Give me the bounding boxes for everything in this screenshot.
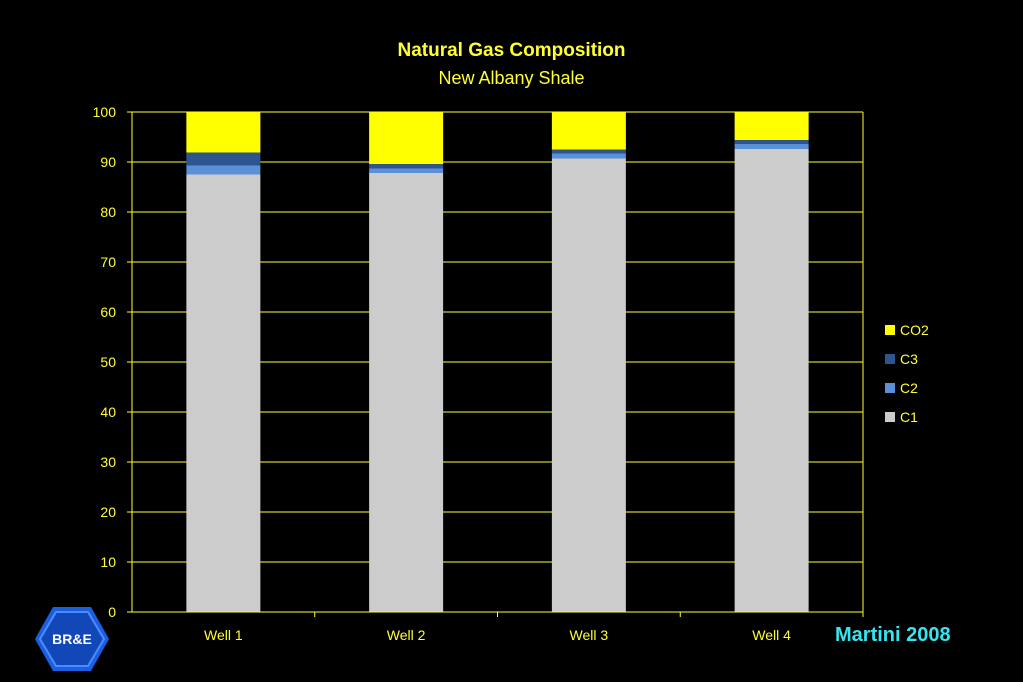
logo-hexagon-inner	[38, 611, 106, 667]
chart-title: Natural Gas Composition	[397, 40, 626, 61]
y-tick-label: 90	[100, 154, 116, 170]
y-tick-label: 60	[100, 304, 116, 320]
bar-c1-1	[369, 173, 444, 612]
legend-swatch-co2	[885, 325, 895, 335]
bar-c2-1	[369, 168, 444, 173]
legend-swatch-c1	[885, 412, 895, 422]
y-tick-label: 0	[108, 604, 116, 620]
bar-c3-1	[369, 164, 444, 169]
chart-subtitle: New Albany Shale	[438, 68, 585, 88]
credit-text: Martini 2008	[835, 624, 951, 646]
bar-co2-3	[734, 112, 809, 140]
logo-text: BR&E	[52, 631, 92, 647]
y-tick-label: 20	[100, 504, 116, 520]
bar-c2-2	[551, 153, 626, 159]
bar-c1-0	[186, 174, 261, 612]
y-tick-label: 50	[100, 354, 116, 370]
legend-label-c3: C3	[900, 351, 918, 367]
bar-co2-1	[369, 112, 444, 164]
x-tick-label: Well 1	[204, 627, 243, 643]
bar-c1-2	[551, 158, 626, 612]
bar-c3-0	[186, 152, 261, 166]
y-tick-label: 30	[100, 454, 116, 470]
legend-label-c2: C2	[900, 380, 918, 396]
bar-c2-3	[734, 144, 809, 149]
bar-c3-3	[734, 140, 809, 144]
bar-c1-3	[734, 149, 809, 612]
y-tick-label: 80	[100, 204, 116, 220]
bar-c3-2	[551, 149, 626, 154]
y-tick-label: 40	[100, 404, 116, 420]
y-tick-label: 100	[93, 104, 117, 120]
y-tick-label: 10	[100, 554, 116, 570]
x-tick-label: Well 2	[387, 627, 426, 643]
bar-co2-2	[551, 112, 626, 150]
y-tick-label: 70	[100, 254, 116, 270]
legend-swatch-c2	[885, 383, 895, 393]
bar-c2-0	[186, 165, 261, 175]
x-tick-label: Well 4	[752, 627, 791, 643]
bre-logo: BR&E	[35, 607, 109, 671]
legend-label-co2: CO2	[900, 322, 929, 338]
x-tick-label: Well 3	[570, 627, 609, 643]
legend-swatch-c3	[885, 354, 895, 364]
bar-co2-0	[186, 112, 261, 153]
legend-label-c1: C1	[900, 409, 918, 425]
